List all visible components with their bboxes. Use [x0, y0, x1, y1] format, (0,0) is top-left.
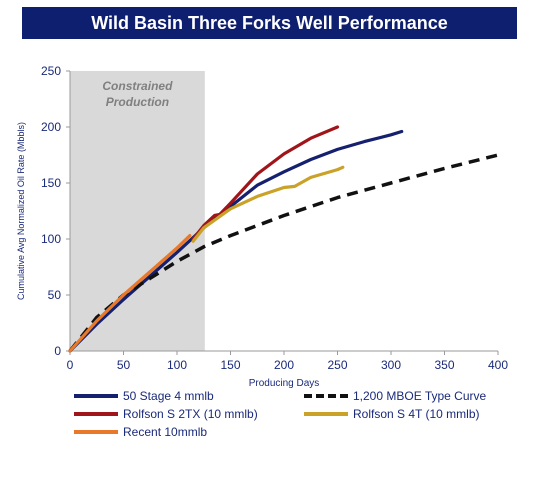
constrained-region [70, 71, 205, 351]
y-tick-label: 100 [41, 232, 61, 246]
region-label-line1: Constrained [102, 79, 173, 93]
x-tick-label: 300 [381, 358, 401, 372]
series-line-0 [68, 129, 404, 353]
series-line-2 [191, 125, 340, 241]
x-tick-label: 0 [67, 358, 74, 372]
y-tick-label: 50 [48, 288, 62, 302]
y-tick-label: 150 [41, 176, 61, 190]
x-tick-label: 350 [434, 358, 454, 372]
series-line-3 [191, 165, 345, 243]
series-line-4 [68, 234, 192, 353]
x-tick-label: 400 [488, 358, 508, 372]
x-tick-label: 250 [327, 358, 347, 372]
y-tick-label: 200 [41, 120, 61, 134]
x-tick-label: 150 [220, 358, 240, 372]
y-tick-label: 250 [41, 64, 61, 78]
chart-title: Wild Basin Three Forks Well Performance [91, 12, 448, 33]
y-tick-label: 0 [54, 344, 61, 358]
y-axis-label: Cumulative Avg Normalized Oil Rate (Mbbl… [16, 122, 26, 300]
x-tick-label: 50 [117, 358, 131, 372]
chart-title-bar: Wild Basin Three Forks Well Performance [22, 7, 517, 39]
region-label-line2: Production [106, 95, 169, 109]
x-tick-label: 100 [167, 358, 187, 372]
x-axis-label: Producing Days [249, 378, 320, 389]
x-tick-label: 200 [274, 358, 294, 372]
